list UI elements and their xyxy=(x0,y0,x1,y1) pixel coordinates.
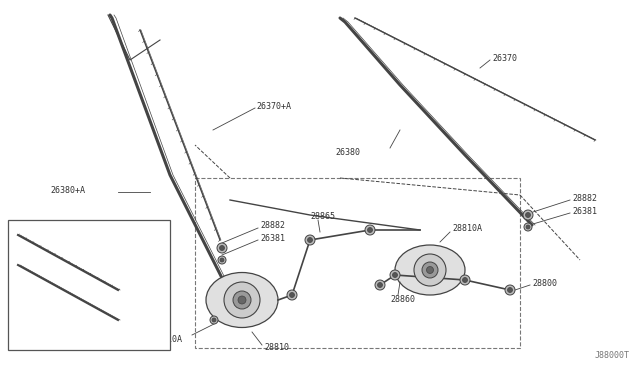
Text: 26381: 26381 xyxy=(572,206,597,215)
Bar xyxy=(195,178,520,348)
Circle shape xyxy=(524,223,532,231)
Text: 26370+A: 26370+A xyxy=(256,102,291,110)
Circle shape xyxy=(523,210,533,220)
Text: 28810A: 28810A xyxy=(452,224,482,232)
Circle shape xyxy=(217,243,227,253)
Text: ASSIST: ASSIST xyxy=(102,266,132,276)
Circle shape xyxy=(307,237,312,243)
Text: 28860: 28860 xyxy=(390,295,415,305)
Circle shape xyxy=(367,228,372,232)
Circle shape xyxy=(224,282,260,318)
Text: 28882: 28882 xyxy=(572,193,597,202)
Circle shape xyxy=(220,246,225,250)
Text: 26370: 26370 xyxy=(492,54,517,62)
Circle shape xyxy=(422,262,438,278)
Circle shape xyxy=(508,288,513,292)
Circle shape xyxy=(378,282,383,288)
Circle shape xyxy=(390,270,400,280)
Circle shape xyxy=(375,280,385,290)
Circle shape xyxy=(414,254,446,286)
Text: 28865: 28865 xyxy=(310,212,335,221)
Circle shape xyxy=(233,291,251,309)
Circle shape xyxy=(392,273,397,278)
Text: J88000T: J88000T xyxy=(595,351,630,360)
Text: 26373P: 26373P xyxy=(102,259,132,267)
Circle shape xyxy=(238,296,246,304)
Circle shape xyxy=(463,278,467,282)
Circle shape xyxy=(210,316,218,324)
Circle shape xyxy=(505,285,515,295)
Circle shape xyxy=(220,258,224,262)
Text: DRIVER: DRIVER xyxy=(102,295,132,305)
Text: 28810A: 28810A xyxy=(152,336,182,344)
Circle shape xyxy=(526,225,530,229)
Text: 26380: 26380 xyxy=(335,148,360,157)
Text: 28800: 28800 xyxy=(532,279,557,288)
Circle shape xyxy=(426,266,433,273)
Text: 26381: 26381 xyxy=(260,234,285,243)
Ellipse shape xyxy=(206,273,278,327)
Circle shape xyxy=(525,212,531,218)
Bar xyxy=(8,220,170,350)
Circle shape xyxy=(212,318,216,322)
Circle shape xyxy=(460,275,470,285)
Ellipse shape xyxy=(395,245,465,295)
Circle shape xyxy=(287,290,297,300)
Circle shape xyxy=(365,225,375,235)
Text: 28882: 28882 xyxy=(260,221,285,230)
Circle shape xyxy=(289,292,294,298)
Circle shape xyxy=(218,256,226,264)
Text: WIPER BLADE REFILLS: WIPER BLADE REFILLS xyxy=(45,336,133,344)
Text: 26380+A: 26380+A xyxy=(50,186,85,195)
Text: 28810: 28810 xyxy=(264,343,289,352)
Circle shape xyxy=(305,235,315,245)
Text: 26373M: 26373M xyxy=(102,288,132,296)
